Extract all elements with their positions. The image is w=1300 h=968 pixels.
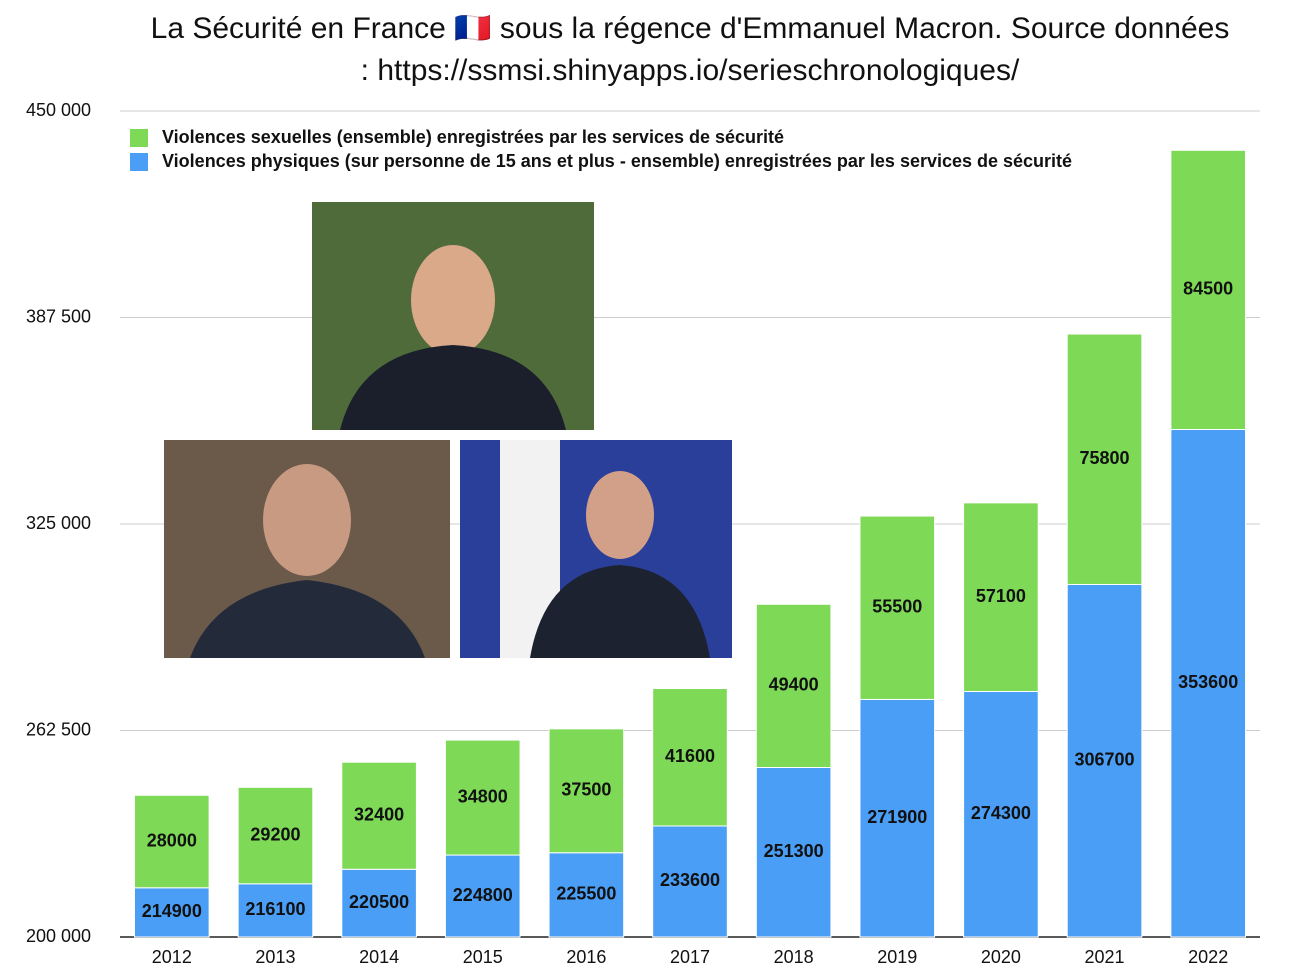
photo-suit <box>530 565 710 658</box>
bar-segment <box>237 786 314 885</box>
bar-segment <box>859 515 936 700</box>
data-label: 49400 <box>769 675 819 695</box>
bar-segment <box>1170 429 1246 938</box>
bar-segment <box>755 603 832 769</box>
x-tick-label: 2015 <box>463 947 503 967</box>
data-label: 216100 <box>245 899 305 919</box>
bar-segment <box>963 691 1039 938</box>
x-tick-label: 2013 <box>255 947 295 967</box>
data-label: 55500 <box>872 597 922 617</box>
bar-segment <box>548 852 625 938</box>
bar-segment <box>134 794 210 889</box>
x-tick-label: 2016 <box>566 947 606 967</box>
bar-segment <box>755 767 832 938</box>
bar-segment <box>963 502 1039 693</box>
data-label: 84500 <box>1183 279 1233 299</box>
legend-label: Violences physiques (sur personne de 15 … <box>162 151 1072 171</box>
bar-segment <box>652 688 728 827</box>
data-label: 214900 <box>142 901 202 921</box>
bar-segment <box>1066 333 1143 585</box>
photo-suit <box>340 345 566 430</box>
bar-segment <box>444 739 521 856</box>
bar-segment <box>548 728 625 854</box>
data-label: 306700 <box>1075 749 1135 769</box>
bar-segment <box>1066 583 1143 938</box>
x-tick-label: 2017 <box>670 947 710 967</box>
photo-suit <box>190 580 425 658</box>
bar-segment <box>341 868 417 938</box>
data-label: 353600 <box>1178 672 1238 692</box>
x-tick-label: 2012 <box>152 947 192 967</box>
bar-segment <box>444 854 521 938</box>
y-tick-label: 200 000 <box>26 926 91 946</box>
y-tick-label: 262 500 <box>26 719 91 739</box>
legend-swatch <box>130 153 148 171</box>
x-tick-label: 2014 <box>359 947 399 967</box>
data-label: 274300 <box>971 803 1031 823</box>
photo-face <box>411 245 495 355</box>
photo-face <box>586 471 654 559</box>
bar-segment <box>134 887 210 938</box>
data-label: 224800 <box>453 885 513 905</box>
data-label: 34800 <box>458 786 508 806</box>
x-tick-label: 2021 <box>1085 947 1125 967</box>
legend-label: Violences sexuelles (ensemble) enregistr… <box>162 127 784 147</box>
data-label: 271900 <box>867 807 927 827</box>
y-tick-label: 450 000 <box>26 100 91 120</box>
bar-segment <box>1170 149 1246 431</box>
y-tick-label: 387 500 <box>26 306 91 326</box>
bar-segment <box>237 883 314 938</box>
data-label: 75800 <box>1080 448 1130 468</box>
data-label: 233600 <box>660 870 720 890</box>
legend-swatch <box>130 129 148 147</box>
data-label: 225500 <box>556 884 616 904</box>
x-tick-label: 2018 <box>774 947 814 967</box>
x-tick-label: 2019 <box>877 947 917 967</box>
x-tick-label: 2022 <box>1188 947 1228 967</box>
photos <box>164 202 732 658</box>
x-tick-label: 2020 <box>981 947 1021 967</box>
data-label: 57100 <box>976 586 1026 606</box>
data-label: 32400 <box>354 804 404 824</box>
bar-segment <box>341 761 417 870</box>
data-label: 28000 <box>147 830 197 850</box>
data-label: 251300 <box>764 841 824 861</box>
y-tick-label: 325 000 <box>26 513 91 533</box>
data-label: 220500 <box>349 892 409 912</box>
chart-title: La Sécurité en France 🇫🇷 sous la régence… <box>150 12 1230 87</box>
data-label: 29200 <box>250 824 300 844</box>
photo-face <box>263 464 351 576</box>
data-label: 37500 <box>561 780 611 800</box>
data-label: 41600 <box>665 746 715 766</box>
